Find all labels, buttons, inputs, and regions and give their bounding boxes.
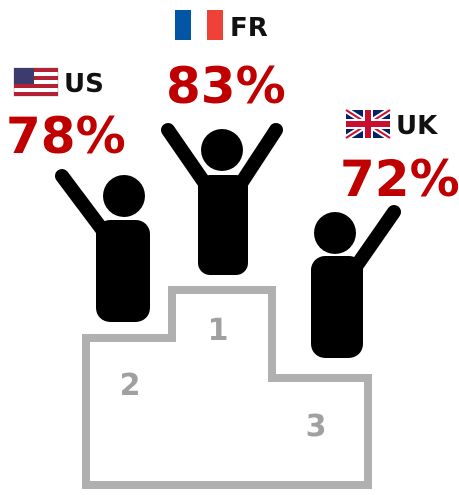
country-code: UK	[396, 111, 438, 141]
country-share: 72%	[340, 150, 459, 208]
place-number: 1	[208, 313, 229, 348]
figure-fr	[161, 123, 283, 275]
flag-fr	[175, 10, 223, 40]
country-code: US	[64, 69, 104, 99]
country-code: FR	[230, 13, 268, 43]
podium	[82, 286, 372, 489]
flag-us	[13, 67, 59, 97]
place-number: 3	[306, 409, 327, 444]
figure-us	[55, 169, 150, 322]
country-share: 78%	[6, 107, 126, 165]
figure-uk	[311, 205, 401, 358]
country-share: 83%	[166, 57, 286, 115]
place-number: 2	[120, 368, 141, 403]
flag-uk	[344, 107, 392, 141]
